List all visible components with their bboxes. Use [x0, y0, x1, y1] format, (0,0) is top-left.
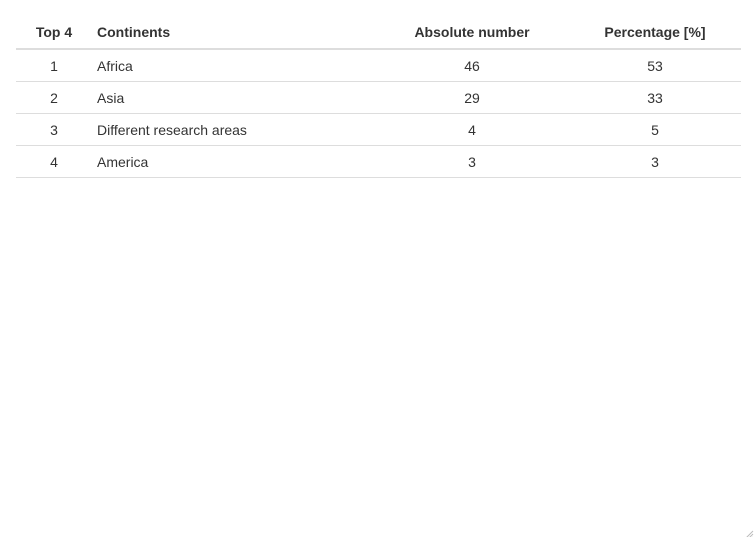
data-table-container: Top 4 Continents Absolute number Percent…	[16, 16, 741, 178]
cell-percentage: 53	[569, 49, 741, 82]
header-row: Top 4 Continents Absolute number Percent…	[16, 16, 741, 50]
cell-rank: 4	[16, 145, 92, 178]
cell-rank: 1	[16, 49, 92, 82]
cell-continent: Africa	[92, 49, 375, 82]
cell-percentage: 5	[569, 113, 741, 146]
cell-continent: Different research areas	[92, 113, 375, 146]
table-row: 4 America 3 3	[16, 145, 741, 178]
header-absolute-number[interactable]: Absolute number	[375, 16, 569, 50]
cell-rank: 2	[16, 81, 92, 114]
cell-absolute-number: 4	[375, 113, 569, 146]
cell-continent: Asia	[92, 81, 375, 114]
cell-rank: 3	[16, 113, 92, 146]
table-row: 2 Asia 29 33	[16, 81, 741, 114]
cell-absolute-number: 29	[375, 81, 569, 114]
cell-absolute-number: 46	[375, 49, 569, 82]
continents-table: Top 4 Continents Absolute number Percent…	[16, 16, 741, 178]
table-header: Top 4 Continents Absolute number Percent…	[16, 16, 741, 50]
header-continents[interactable]: Continents	[92, 16, 375, 50]
resize-grip-glyph	[746, 530, 754, 537]
table-row: 3 Different research areas 4 5	[16, 113, 741, 146]
cell-percentage: 33	[569, 81, 741, 114]
header-top-4[interactable]: Top 4	[16, 16, 92, 50]
table-row: 1 Africa 46 53	[16, 49, 741, 82]
cell-absolute-number: 3	[375, 145, 569, 178]
resize-grip-icon[interactable]	[744, 526, 754, 537]
table-body: 1 Africa 46 53 2 Asia 29 33 3 Different …	[16, 49, 741, 178]
header-percentage[interactable]: Percentage [%]	[569, 16, 741, 50]
cell-percentage: 3	[569, 145, 741, 178]
cell-continent: America	[92, 145, 375, 178]
